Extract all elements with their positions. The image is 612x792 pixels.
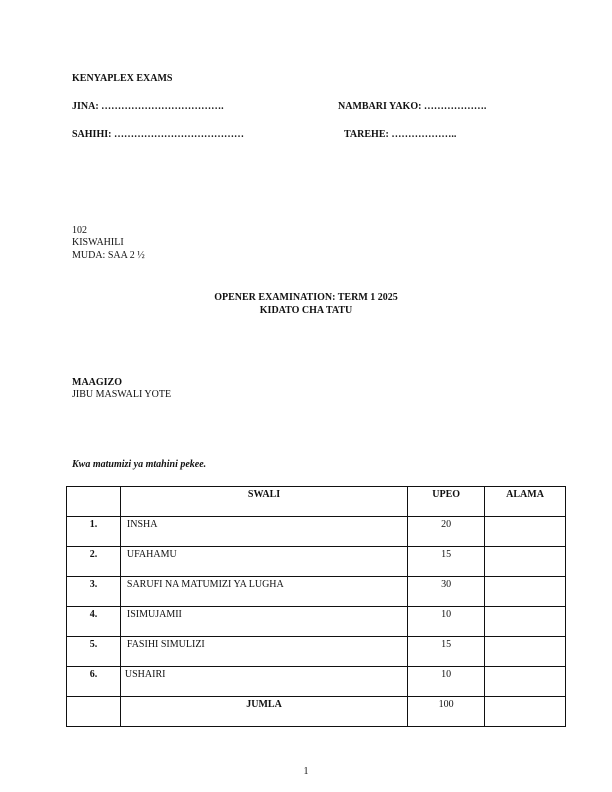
row-number: 6. xyxy=(66,666,121,697)
row-number: 3. xyxy=(66,576,121,607)
row-upeo: 30 xyxy=(407,576,486,607)
row-alama[interactable] xyxy=(484,546,566,577)
table-header-row: SWALI UPEO ALAMA xyxy=(66,486,566,517)
row-upeo: 15 xyxy=(407,636,486,667)
paper-subject: KISWAHILI xyxy=(72,237,124,248)
signature-field[interactable]: SAHIHI: ………………………………… xyxy=(72,129,244,140)
row-swali: SARUFI NA MATUMIZI YA LUGHA xyxy=(119,576,409,607)
row-alama[interactable] xyxy=(484,666,566,697)
table-row: 2. UFAHAMU 15 xyxy=(66,546,566,577)
marks-table: SWALI UPEO ALAMA 1. INSHA 20 2. UFAHAMU … xyxy=(66,486,566,727)
row-swali: UFAHAMU xyxy=(119,546,409,577)
row-swali: FASIHI SIMULIZI xyxy=(119,636,409,667)
row-number: 1. xyxy=(66,516,121,547)
exam-title: OPENER EXAMINATION: TERM 1 2025 xyxy=(214,292,398,303)
row-alama[interactable] xyxy=(484,636,566,667)
page-number: 1 xyxy=(303,766,309,777)
row-number: 2. xyxy=(66,546,121,577)
row-swali: USHAIRI xyxy=(119,666,409,697)
table-total-row: JUMLA 100 xyxy=(66,696,566,727)
date-field[interactable]: TAREHE: ……………….. xyxy=(344,129,457,140)
row-upeo: 10 xyxy=(407,666,486,697)
paper-code: 102 xyxy=(72,225,87,236)
instructions-heading: MAAGIZO xyxy=(72,377,122,388)
row-alama[interactable] xyxy=(484,606,566,637)
number-field[interactable]: NAMBARI YAKO: ………………. xyxy=(338,101,487,112)
row-swali: ISIMUJAMII xyxy=(119,606,409,637)
total-number xyxy=(66,696,121,727)
header-swali: SWALI xyxy=(119,486,409,517)
row-upeo: 20 xyxy=(407,516,486,547)
table-row: 4. ISIMUJAMII 10 xyxy=(66,606,566,637)
table-row: 6. USHAIRI 10 xyxy=(66,666,566,697)
row-alama[interactable] xyxy=(484,516,566,547)
row-number: 4. xyxy=(66,606,121,637)
instructions-text: JIBU MASWALI YOTE xyxy=(72,389,172,400)
brand-title: KENYAPLEX EXAMS xyxy=(72,73,173,84)
row-upeo: 10 xyxy=(407,606,486,637)
table-row: 1. INSHA 20 xyxy=(66,516,566,547)
name-field[interactable]: JINA: ………………………………. xyxy=(72,101,224,112)
header-alama: ALAMA xyxy=(484,486,566,517)
total-upeo: 100 xyxy=(407,696,486,727)
table-row: 3. SARUFI NA MATUMIZI YA LUGHA 30 xyxy=(66,576,566,607)
header-number xyxy=(66,486,121,517)
exam-class: KIDATO CHA TATU xyxy=(259,305,353,316)
row-upeo: 15 xyxy=(407,546,486,577)
paper-duration: MUDA: SAA 2 ½ xyxy=(72,250,145,261)
row-swali: INSHA xyxy=(119,516,409,547)
examiner-note: Kwa matumizi ya mtahini pekee. xyxy=(72,459,207,470)
row-number: 5. xyxy=(66,636,121,667)
row-alama[interactable] xyxy=(484,576,566,607)
header-upeo: UPEO xyxy=(407,486,486,517)
total-label: JUMLA xyxy=(119,696,409,727)
total-alama[interactable] xyxy=(484,696,566,727)
table-row: 5. FASIHI SIMULIZI 15 xyxy=(66,636,566,667)
